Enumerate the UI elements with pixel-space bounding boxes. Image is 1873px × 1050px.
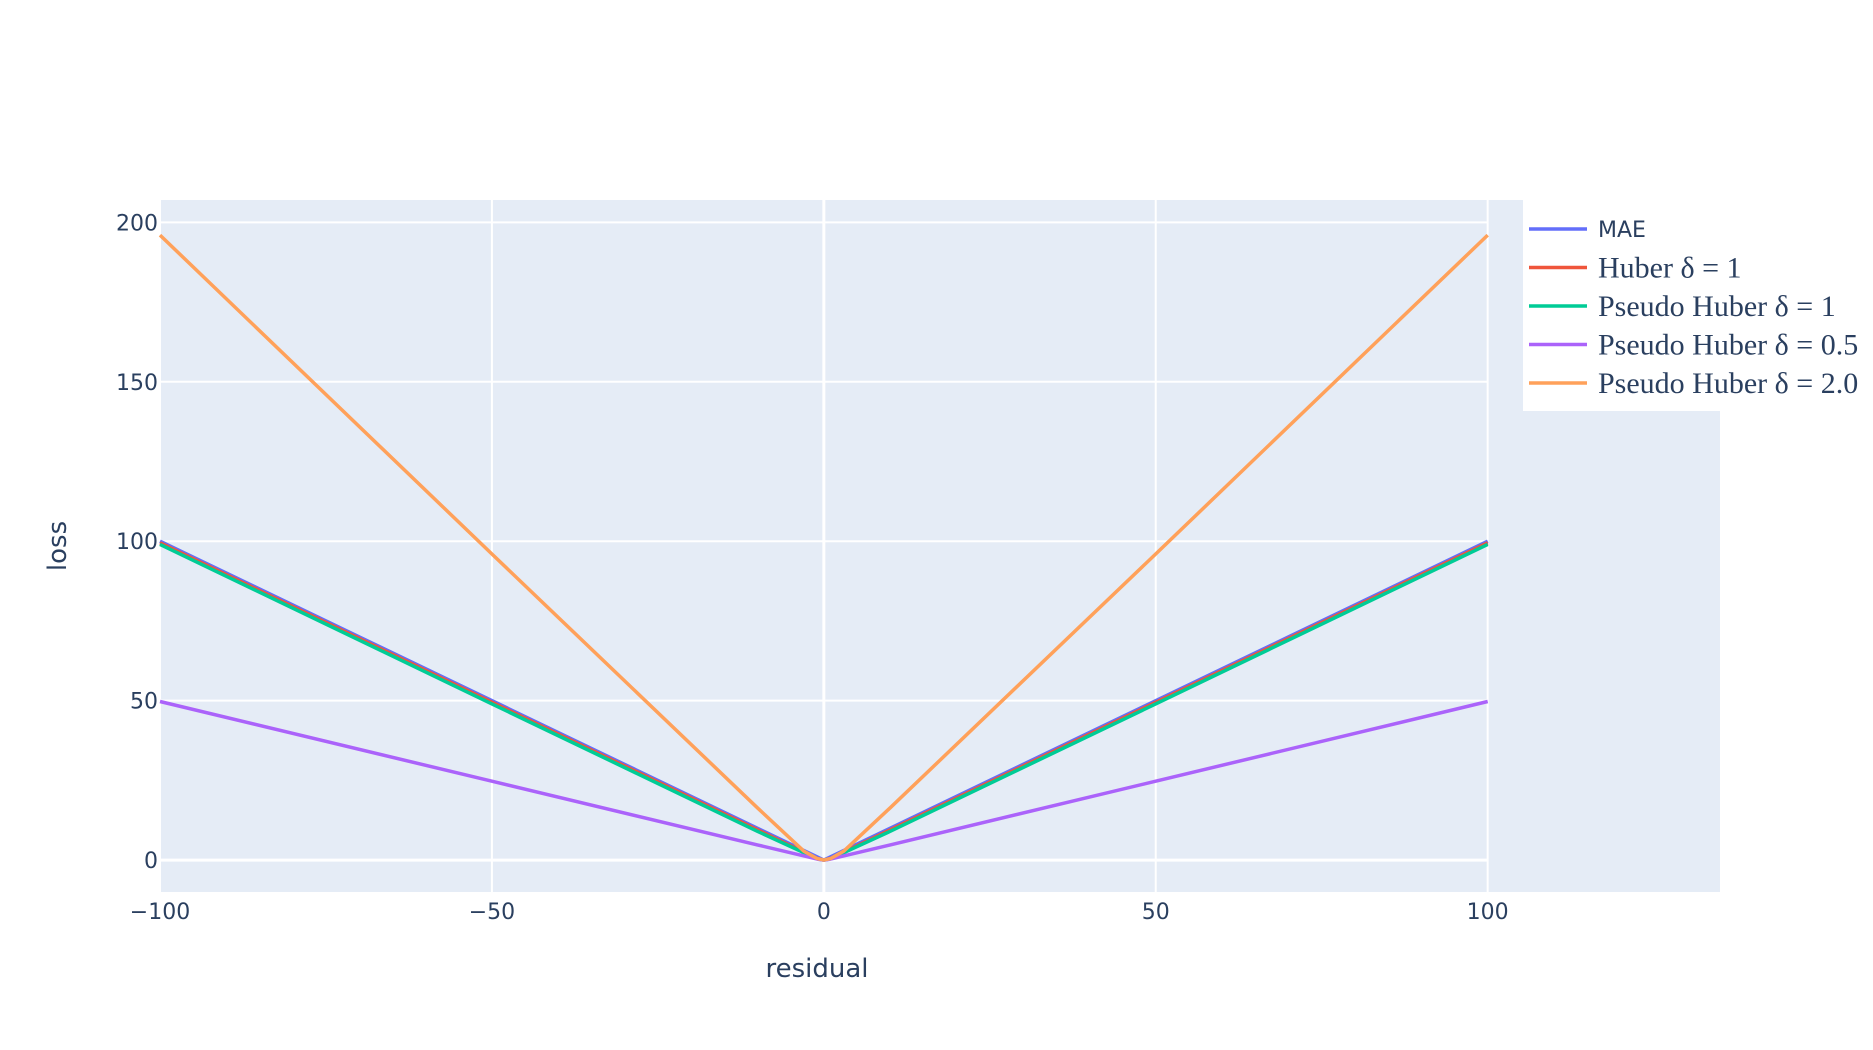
y-tick-label: 100 bbox=[116, 530, 158, 555]
x-tick-label: −100 bbox=[130, 900, 190, 925]
plot-background bbox=[160, 200, 1720, 892]
y-axis-title: loss bbox=[43, 521, 73, 571]
legend-label: MAE bbox=[1598, 218, 1646, 243]
x-tick-label: 0 bbox=[817, 900, 831, 925]
y-tick-label: 50 bbox=[130, 690, 158, 715]
legend-item[interactable]: Huber δ = 1 bbox=[1529, 252, 1742, 285]
y-axis-ticks: 0 50 100 150 200 bbox=[116, 211, 158, 874]
legend-label: Pseudo Huber δ = 2.0 bbox=[1598, 367, 1858, 400]
x-tick-label: 100 bbox=[1467, 900, 1509, 925]
x-tick-label: −50 bbox=[469, 900, 515, 925]
x-tick-label: 50 bbox=[1142, 900, 1170, 925]
series-lines bbox=[158, 233, 1489, 862]
y-tick-label: 150 bbox=[116, 371, 158, 396]
series-line-4 bbox=[158, 233, 1489, 862]
x-axis-title: residual bbox=[765, 954, 868, 984]
legend-label: Pseudo Huber δ = 1 bbox=[1598, 290, 1836, 323]
legend[interactable]: MAE Huber δ = 1 Pseudo Huber δ = 1 Pseudo H… bbox=[1523, 200, 1858, 411]
legend-label: Pseudo Huber δ = 0.5 bbox=[1598, 329, 1858, 362]
legend-item[interactable]: Pseudo Huber δ = 2.0 bbox=[1529, 367, 1858, 400]
y-tick-label: 0 bbox=[144, 849, 158, 874]
legend-label: Huber δ = 1 bbox=[1598, 252, 1742, 285]
legend-item[interactable]: MAE bbox=[1529, 218, 1646, 243]
y-tick-label: 200 bbox=[116, 211, 158, 236]
x-axis-ticks: −100 −50 0 50 100 bbox=[130, 900, 1509, 925]
legend-item[interactable]: Pseudo Huber δ = 0.5 bbox=[1529, 329, 1858, 362]
legend-item[interactable]: Pseudo Huber δ = 1 bbox=[1529, 290, 1836, 323]
